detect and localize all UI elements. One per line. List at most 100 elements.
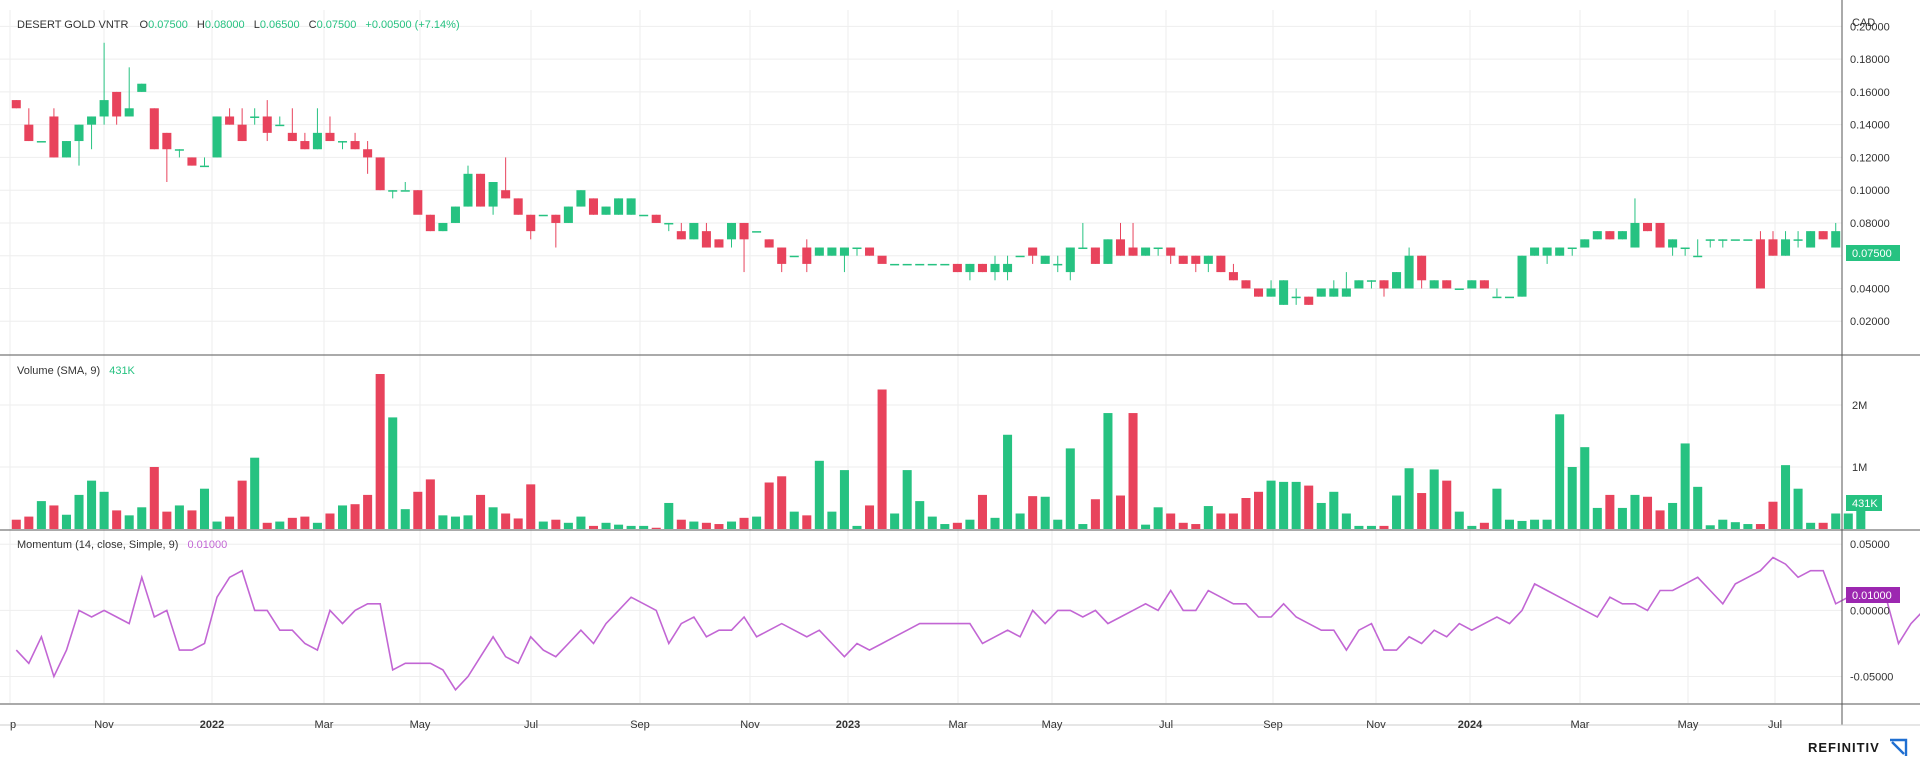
candle-body xyxy=(1354,280,1364,289)
candle-body xyxy=(1166,247,1176,256)
volume-bar xyxy=(965,519,975,529)
candle-body xyxy=(74,124,84,142)
volume-bar xyxy=(1090,499,1100,529)
volume-bar xyxy=(1191,524,1201,529)
volume-bar xyxy=(1316,502,1326,529)
candle-body xyxy=(1504,296,1514,299)
candle-body xyxy=(438,222,448,232)
candle-body xyxy=(1668,239,1678,248)
candle-body xyxy=(1542,247,1552,256)
volume-bars xyxy=(11,374,1866,529)
x-tick-label: Mar xyxy=(1571,719,1590,731)
volume-bar xyxy=(124,515,134,529)
x-tick-label: Mar xyxy=(949,719,968,731)
candle-body xyxy=(325,132,335,142)
volume-bar xyxy=(1730,522,1740,529)
volume-bar xyxy=(225,516,235,529)
volume-bar xyxy=(1379,525,1389,529)
volume-bar xyxy=(839,470,849,529)
last-momentum-badge: 0.01000 xyxy=(1852,590,1892,602)
volume-bar xyxy=(726,521,737,529)
candle-body xyxy=(538,214,548,217)
candle-body xyxy=(1567,247,1577,250)
volume-bar xyxy=(1329,491,1339,529)
candle-body xyxy=(1015,255,1025,258)
volume-bar xyxy=(1103,413,1113,529)
x-tick-label: May xyxy=(410,719,431,731)
volume-bar xyxy=(1605,494,1615,529)
x-tick-label: Mar xyxy=(315,719,334,731)
symbol-label: DESERT GOLD VNTR xyxy=(17,19,129,31)
volume-bar xyxy=(1141,524,1151,529)
candle-body xyxy=(1693,255,1703,258)
candle-body xyxy=(1517,255,1527,297)
candle-body xyxy=(1392,272,1402,289)
volume-bar xyxy=(24,516,34,529)
candle-body xyxy=(174,149,184,151)
candle-body xyxy=(199,165,210,168)
volume-bar xyxy=(1856,502,1866,529)
volume-bar xyxy=(1843,513,1853,529)
momentum-line xyxy=(15,556,1920,692)
candle-body xyxy=(212,116,222,158)
volume-bar xyxy=(639,525,649,529)
volume-bar xyxy=(1279,481,1289,529)
candle-body xyxy=(927,263,937,266)
volume-bar xyxy=(1040,496,1050,529)
volume-tick-label: 1M xyxy=(1852,462,1867,474)
candle-body xyxy=(588,198,598,215)
candle-body xyxy=(1053,263,1063,266)
candle-body xyxy=(1254,288,1264,297)
candle-body xyxy=(563,206,573,223)
candle-body xyxy=(1806,231,1816,248)
header-legend: DESERT GOLD VNTR O0.07500 H0.08000 L0.06… xyxy=(17,19,460,31)
volume-bar xyxy=(363,494,373,529)
candle-body xyxy=(187,157,197,166)
candle-body xyxy=(1781,239,1791,256)
volume-bar xyxy=(940,524,950,529)
candle-body xyxy=(1241,280,1251,289)
candle-body xyxy=(488,182,498,207)
x-tick-label: p xyxy=(10,719,16,731)
candle-body xyxy=(714,239,724,248)
volume-bar xyxy=(275,521,285,529)
volume-bar xyxy=(400,509,410,529)
volume-bar xyxy=(388,417,398,529)
volume-bar xyxy=(450,516,460,529)
candle-body xyxy=(1630,222,1640,248)
volume-bar xyxy=(689,521,699,529)
volume-bar xyxy=(1693,486,1703,529)
last-momentum-badge-bg xyxy=(1846,587,1900,603)
candle-body xyxy=(676,231,686,240)
volume-bar xyxy=(1015,513,1025,529)
volume-bar xyxy=(1793,488,1803,529)
volume-bar xyxy=(438,515,448,529)
volume-bar xyxy=(199,488,210,529)
volume-bar xyxy=(1404,468,1414,529)
volume-bar xyxy=(563,522,573,529)
volume-bar xyxy=(262,522,272,529)
candle-body xyxy=(1743,239,1753,241)
x-tick-label: Sep xyxy=(630,719,650,731)
candle-body xyxy=(839,247,849,256)
high-value: 0.08000 xyxy=(205,19,245,31)
price-tick-label: 0.18000 xyxy=(1850,54,1890,66)
volume-bar xyxy=(664,502,674,529)
volume-bar xyxy=(789,511,799,529)
volume-bar xyxy=(1341,513,1351,529)
volume-bar xyxy=(1755,524,1765,529)
volume-bar xyxy=(87,480,97,529)
volume-bar xyxy=(1680,443,1690,529)
candle-body xyxy=(513,198,523,215)
volume-legend: Volume (SMA, 9) 431K xyxy=(17,365,136,377)
volume-bar xyxy=(1580,447,1590,529)
volume-bar xyxy=(325,513,335,529)
volume-bar xyxy=(588,525,598,529)
candle-body xyxy=(1818,231,1828,240)
candle-body xyxy=(1492,296,1502,299)
volume-bar xyxy=(488,507,498,529)
candle-body xyxy=(1329,288,1339,297)
candle-body xyxy=(1216,255,1226,273)
